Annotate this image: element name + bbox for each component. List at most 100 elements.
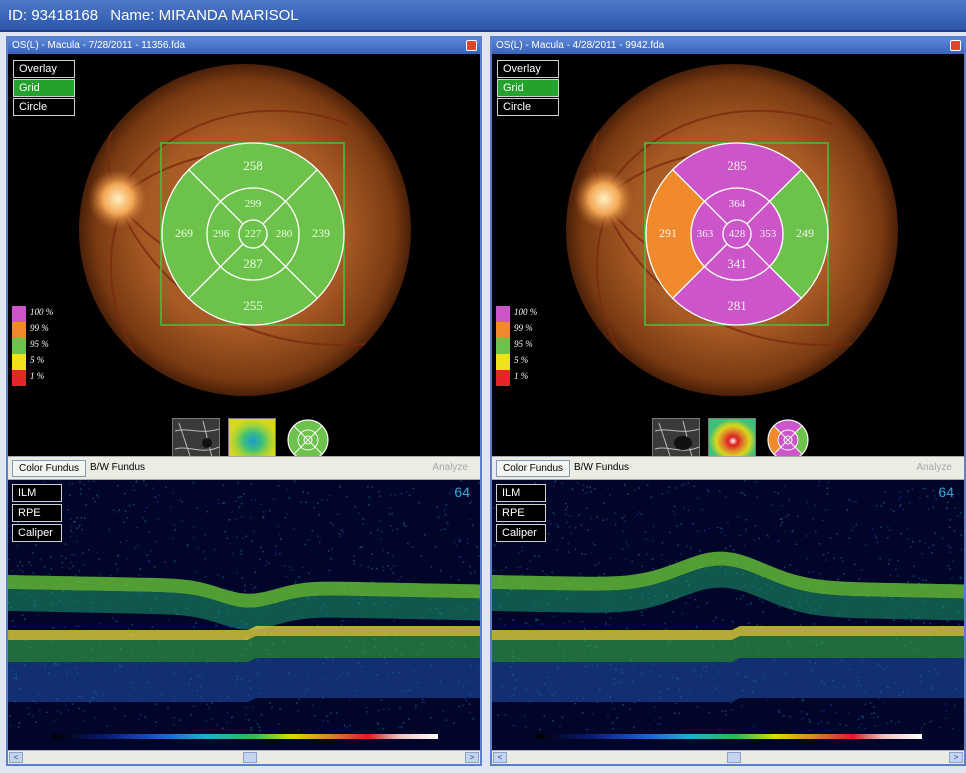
legend-row: 1 % (496, 370, 556, 386)
horizontal-scrollbar[interactable]: < > (492, 750, 964, 764)
circle-button[interactable]: Circle (497, 98, 559, 116)
rpe-button[interactable]: RPE (496, 504, 546, 522)
value-inner-temporal: 296 (213, 228, 230, 240)
etdrs-grid (161, 142, 345, 326)
value-inner-temporal: 363 (697, 228, 714, 240)
value-inner-inferior: 287 (243, 256, 263, 271)
value-outer-nasal: 239 (312, 226, 330, 240)
legend-swatch (496, 338, 510, 354)
thumbnail-strip (172, 418, 332, 464)
legend-label: 99 % (30, 323, 49, 333)
close-icon[interactable] (950, 40, 961, 51)
overlay-button[interactable]: Overlay (13, 60, 75, 78)
grid-values: 285 291 249 281 364 363 353 341 428 (659, 158, 814, 313)
legend-row: 100 % (12, 306, 72, 322)
scroll-thumb[interactable] (243, 752, 257, 763)
value-outer-superior: 285 (727, 158, 747, 173)
legend-row: 100 % (496, 306, 556, 322)
grid-thumbnail[interactable] (764, 418, 812, 462)
tab-color-fundus[interactable]: Color Fundus (12, 460, 87, 477)
legend-label: 95 % (30, 339, 49, 349)
grid-values: 258 269 239 255 299 296 280 287 227 (175, 158, 330, 313)
legend-row: 1 % (12, 370, 72, 386)
rpe-button[interactable]: RPE (12, 504, 62, 522)
percentile-legend: 100 % 99 % 95 % 5 % 1 % (12, 306, 72, 386)
percentile-legend: 100 % 99 % 95 % 5 % 1 % (496, 306, 556, 386)
caliper-button[interactable]: Caliper (12, 524, 62, 542)
legend-label: 5 % (514, 355, 529, 365)
patient-header: ID: 93418168 Name: MIRANDA MARISOL (0, 0, 966, 32)
legend-label: 100 % (514, 307, 538, 317)
tab-color-fundus[interactable]: Color Fundus (496, 460, 571, 477)
analyze-button[interactable]: Analyze (432, 462, 468, 473)
analyze-button[interactable]: Analyze (916, 462, 952, 473)
caliper-button[interactable]: Caliper (496, 524, 546, 542)
optic-disc (574, 169, 634, 229)
value-inner-nasal: 353 (760, 228, 777, 240)
value-outer-temporal: 269 (175, 226, 193, 240)
horizontal-scrollbar[interactable]: < > (8, 750, 480, 764)
legend-swatch (12, 306, 26, 322)
intensity-colorbar (536, 734, 922, 739)
tab-bw-fundus[interactable]: B/W Fundus (90, 462, 146, 473)
tab-bw-fundus[interactable]: B/W Fundus (574, 462, 630, 473)
scan-panel-right: OS(L) - Macula - 4/28/2011 - 9942.fda (490, 36, 966, 766)
scroll-thumb[interactable] (727, 752, 741, 763)
fundus-image: 258 269 239 255 299 296 280 287 227 (79, 64, 411, 396)
fundus-image: 285 291 249 281 364 363 353 341 428 (566, 64, 898, 396)
intensity-colorbar (52, 734, 438, 739)
fundus-view: 285 291 249 281 364 363 353 341 428 Over… (492, 54, 964, 462)
close-icon[interactable] (466, 40, 477, 51)
bw-fundus-thumbnail[interactable] (652, 418, 700, 462)
scroll-left-icon[interactable]: < (9, 752, 23, 763)
ilm-button[interactable]: ILM (496, 484, 546, 502)
optic-disc (88, 169, 148, 229)
value-center: 428 (729, 228, 746, 240)
value-outer-nasal: 249 (796, 226, 814, 240)
value-inner-nasal: 280 (276, 228, 293, 240)
patient-id: ID: 93418168 (8, 7, 99, 24)
scan-panel-left: OS(L) - Macula - 7/28/2011 - 11356.fda (6, 36, 482, 766)
patient-name: Name: MIRANDA MARISOL (110, 7, 299, 24)
legend-row: 5 % (12, 354, 72, 370)
thickness-map-thumbnail[interactable] (228, 418, 276, 462)
etdrs-grid (645, 142, 829, 326)
scroll-left-icon[interactable]: < (493, 752, 507, 763)
value-outer-inferior: 255 (243, 298, 263, 313)
grid-sector-center (238, 219, 268, 249)
scroll-right-icon[interactable]: > (949, 752, 963, 763)
legend-swatch (12, 338, 26, 354)
notch (848, 92, 860, 106)
legend-swatch (496, 370, 510, 386)
panel-title: OS(L) - Macula - 4/28/2011 - 9942.fda (492, 38, 964, 54)
legend-swatch (12, 370, 26, 386)
legend-swatch (12, 322, 26, 338)
grid-button[interactable]: Grid (497, 79, 559, 97)
fundus-tabs: Color Fundus B/W Fundus Analyze (8, 456, 480, 480)
ilm-button[interactable]: ILM (12, 484, 62, 502)
oct-bscan-view: ILM RPE Caliper 64 (8, 480, 480, 750)
overlay-button[interactable]: Overlay (497, 60, 559, 78)
bw-fundus-thumbnail[interactable] (172, 418, 220, 462)
legend-row: 99 % (496, 322, 556, 338)
legend-row: 95 % (12, 338, 72, 354)
circle-button[interactable]: Circle (13, 98, 75, 116)
legend-row: 99 % (12, 322, 72, 338)
legend-row: 5 % (496, 354, 556, 370)
grid-button[interactable]: Grid (13, 79, 75, 97)
value-outer-inferior: 281 (727, 298, 747, 313)
legend-swatch (496, 322, 510, 338)
legend-row: 95 % (496, 338, 556, 354)
grid-thumbnail[interactable] (284, 418, 332, 462)
scroll-right-icon[interactable]: > (465, 752, 479, 763)
panel-title: OS(L) - Macula - 7/28/2011 - 11356.fda (8, 38, 480, 54)
legend-label: 100 % (30, 307, 54, 317)
legend-swatch (496, 306, 510, 322)
value-center: 227 (245, 228, 262, 240)
thickness-map-thumbnail[interactable] (708, 418, 756, 462)
oct-bscan-view: ILM RPE Caliper 64 (492, 480, 964, 750)
thumbnail-strip (652, 418, 812, 464)
oct-bscan-image (492, 480, 964, 732)
grid-sector-center (722, 219, 752, 249)
